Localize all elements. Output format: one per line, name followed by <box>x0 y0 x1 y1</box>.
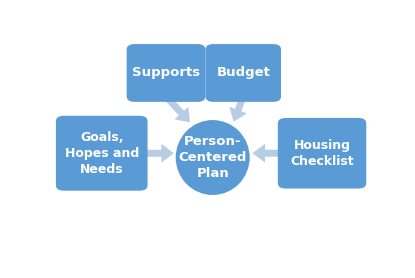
FancyBboxPatch shape <box>127 44 205 102</box>
Text: Goals,
Hopes and
Needs: Goals, Hopes and Needs <box>65 131 139 176</box>
FancyBboxPatch shape <box>205 44 281 102</box>
Text: Person-
Centered
Plan: Person- Centered Plan <box>178 135 247 180</box>
Text: Housing
Checklist: Housing Checklist <box>290 139 354 168</box>
FancyBboxPatch shape <box>56 116 148 191</box>
Text: Budget: Budget <box>216 66 270 80</box>
FancyBboxPatch shape <box>278 118 366 188</box>
Ellipse shape <box>176 120 250 195</box>
Text: Supports: Supports <box>132 66 200 80</box>
